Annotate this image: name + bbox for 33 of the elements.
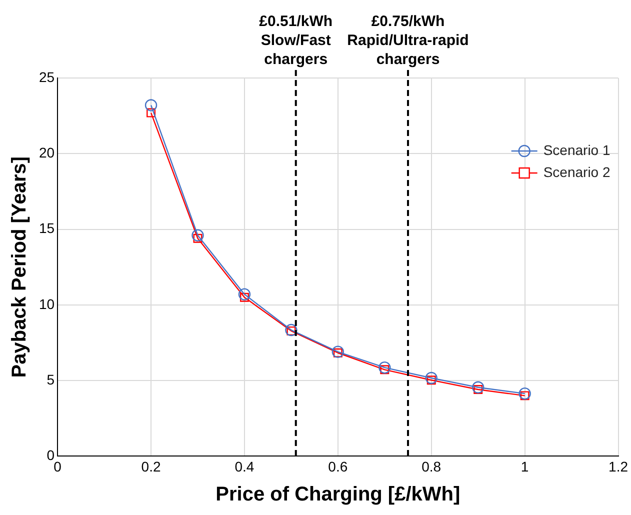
point	[144, 99, 158, 112]
y-tick-label: 20	[38, 144, 55, 160]
point	[472, 381, 484, 394]
y-tick-label: 5	[46, 371, 55, 388]
y-tick-label: 25	[38, 68, 55, 85]
x-axis-title: Price of Charging [£/kWh]	[216, 484, 460, 506]
point	[285, 324, 298, 336]
point	[520, 391, 530, 400]
y-tick-label: 15	[38, 220, 55, 236]
y-axis-title: Payback Period [Years]	[8, 156, 31, 378]
point	[192, 229, 204, 242]
point	[333, 348, 342, 358]
x-tick-label: 0.4	[234, 458, 254, 474]
legend-label: Scenario 1	[543, 142, 610, 158]
point	[425, 372, 438, 384]
x-tick-label: 0.2	[141, 458, 161, 474]
point	[238, 288, 251, 300]
point	[518, 387, 531, 400]
y-tick-label: 0	[46, 447, 55, 464]
legend-label: Scenario 2	[543, 164, 610, 180]
point	[146, 108, 156, 118]
point	[474, 384, 483, 394]
x-tick-label: 0.6	[328, 458, 348, 474]
ref-line-label: £0.51/kWh Slow/Fast chargers	[259, 13, 333, 68]
point	[380, 365, 390, 374]
point	[193, 234, 202, 243]
x-tick-label: 0.8	[422, 458, 442, 474]
point	[332, 346, 344, 358]
y-tick-label: 10	[38, 296, 55, 312]
x-tick-label: 1	[520, 458, 529, 474]
ref-line-label: £0.75/kWh Rapid/Ultra-rapid chargers	[347, 13, 469, 68]
point	[378, 361, 391, 374]
x-tick-label: 1.2	[608, 458, 628, 474]
